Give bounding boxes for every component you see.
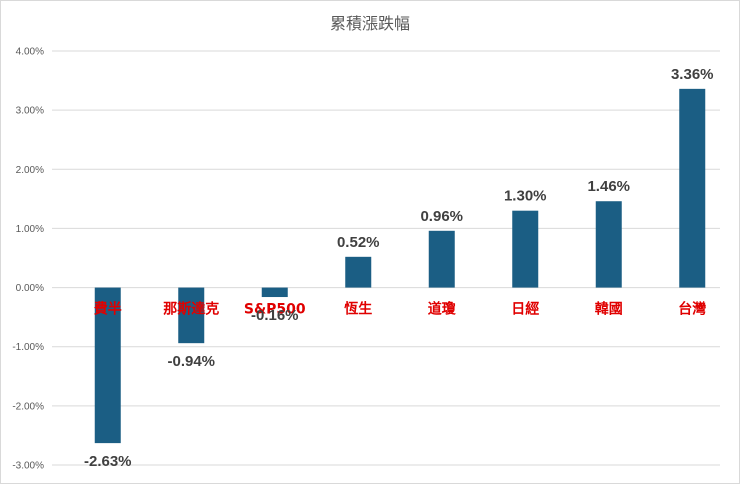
bar	[679, 88, 706, 288]
category-label: S&P500	[244, 302, 306, 318]
category-label: 費半	[94, 301, 122, 318]
category-labels: 費半 那斯達克 S&P500 恆生 道瓊 日經 韓國 台灣	[94, 301, 707, 318]
bars	[94, 88, 706, 444]
data-label: -0.16%	[251, 307, 299, 324]
category-label: 道瓊	[428, 301, 457, 318]
data-label: 0.52%	[337, 234, 380, 251]
data-label: 0.96%	[420, 208, 463, 225]
category-label: 日經	[511, 301, 539, 318]
data-label: 1.30%	[504, 188, 547, 205]
bar	[94, 287, 121, 444]
data-label: 1.46%	[587, 178, 630, 195]
y-tick-label: 3.00%	[16, 106, 44, 117]
y-tick-label: 0.00%	[16, 283, 44, 294]
chart-title: 累積漲跌幅	[330, 14, 410, 33]
bar	[428, 230, 455, 288]
data-label: -0.94%	[167, 353, 215, 370]
bar	[178, 287, 205, 344]
bar	[595, 201, 622, 288]
bar	[261, 287, 288, 298]
category-label: 恆生	[343, 301, 372, 318]
category-label: 韓國	[595, 301, 623, 318]
bar	[512, 210, 539, 288]
y-tick-label: 1.00%	[16, 224, 44, 235]
y-tick-label: -1.00%	[12, 342, 44, 353]
data-label: -2.63%	[84, 453, 132, 470]
y-tick-label: -2.00%	[12, 401, 44, 412]
category-label: 那斯達克	[163, 301, 219, 318]
bar	[345, 256, 372, 288]
y-axis-tick-labels: 4.00% 3.00% 2.00% 1.00% 0.00% -1.00% -2.00% -3.…	[12, 47, 44, 472]
data-label: 3.36%	[671, 66, 714, 83]
y-tick-label: 4.00%	[16, 47, 44, 58]
y-tick-label: 2.00%	[16, 165, 44, 176]
data-labels: -2.63% -0.94% -0.16% 0.52% 0.96% 1.30% 1.46% 3.…	[84, 66, 714, 470]
y-tick-label: -3.00%	[12, 461, 44, 472]
category-label: 台灣	[678, 301, 706, 318]
